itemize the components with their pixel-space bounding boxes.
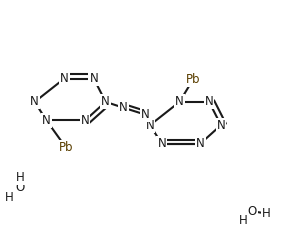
Text: N: N <box>141 108 150 121</box>
Text: N: N <box>175 95 184 108</box>
Text: N: N <box>89 72 98 85</box>
Text: N: N <box>42 114 51 127</box>
Text: N: N <box>157 137 166 150</box>
Text: H: H <box>15 171 24 184</box>
Text: Pb: Pb <box>186 73 200 86</box>
Text: H: H <box>5 191 14 204</box>
Text: Pb: Pb <box>59 141 73 154</box>
Text: N: N <box>80 114 89 127</box>
Text: N: N <box>205 95 214 108</box>
Text: N: N <box>217 119 225 132</box>
Text: N: N <box>146 119 154 132</box>
Text: H: H <box>262 207 271 220</box>
Text: N: N <box>196 137 205 150</box>
Text: H: H <box>239 214 247 227</box>
Text: O: O <box>15 181 25 194</box>
Text: O: O <box>247 205 257 218</box>
Text: N: N <box>30 95 39 108</box>
Text: N: N <box>101 95 110 108</box>
Text: N: N <box>60 72 69 85</box>
Text: N: N <box>119 101 128 114</box>
